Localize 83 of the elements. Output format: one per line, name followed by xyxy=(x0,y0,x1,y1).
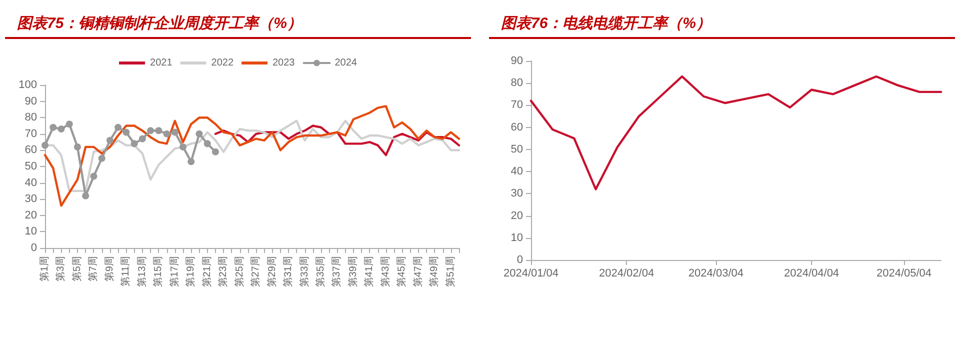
point xyxy=(130,140,138,148)
y-tick-label: 60 xyxy=(24,144,37,156)
y-tick-label: 50 xyxy=(24,160,37,172)
y-tick-label: 60 xyxy=(510,121,523,134)
chart-title: 图表76：电线电缆开工率（%） xyxy=(489,0,955,39)
x-tick-label: 第1周 xyxy=(38,256,50,282)
legend-label: 2021 xyxy=(150,58,173,68)
point xyxy=(50,124,57,131)
x-tick-label: 第31周 xyxy=(282,256,294,288)
point xyxy=(98,154,106,162)
point xyxy=(188,158,195,166)
x-tick-label: 第17周 xyxy=(168,256,180,288)
x-tick-label: 第51周 xyxy=(444,256,456,288)
x-tick-label: 第47周 xyxy=(412,256,424,288)
y-tick-label: 80 xyxy=(24,112,37,124)
x-tick-label: 第3周 xyxy=(54,256,67,282)
point xyxy=(42,142,48,149)
legend-label: 2023 xyxy=(272,58,296,68)
y-tick-label: 10 xyxy=(510,232,523,244)
legend-label: 2022 xyxy=(211,58,234,68)
x-tick-label: 第11周 xyxy=(120,256,132,286)
point xyxy=(122,128,130,136)
y-tick-label: 40 xyxy=(510,166,523,178)
point xyxy=(66,120,73,128)
point xyxy=(82,192,90,200)
point xyxy=(106,136,114,144)
x-tick-label: 第35周 xyxy=(314,256,326,288)
point xyxy=(147,127,154,134)
x-tick-label: 第37周 xyxy=(330,256,343,288)
x-tick-label: 第19周 xyxy=(184,256,197,288)
y-tick-label: 30 xyxy=(24,193,37,206)
x-tick-label: 第7周 xyxy=(87,256,100,282)
y-tick-label: 70 xyxy=(510,99,523,112)
point xyxy=(163,130,170,138)
x-tick-label: 2024/02/04 xyxy=(599,268,654,280)
line-series xyxy=(44,105,460,207)
y-tick-label: 50 xyxy=(510,143,523,156)
point xyxy=(204,140,211,148)
point xyxy=(90,172,98,180)
point xyxy=(138,135,146,142)
x-tick-label: 第15周 xyxy=(152,256,164,288)
y-tick-label: 90 xyxy=(510,55,523,67)
point xyxy=(58,126,65,133)
y-tick-label: 100 xyxy=(18,79,37,91)
x-tick-label: 第39周 xyxy=(346,256,359,288)
x-tick-label: 第43周 xyxy=(379,256,392,288)
point xyxy=(212,148,219,156)
x-tick-label: 第49周 xyxy=(428,256,440,288)
point xyxy=(171,128,178,136)
x-tick-label: 2024/05/04 xyxy=(876,268,932,280)
y-tick-label: 0 xyxy=(30,242,37,254)
y-tick-label: 80 xyxy=(510,77,523,90)
point xyxy=(155,127,162,134)
x-tick-label: 第23周 xyxy=(217,256,230,288)
x-tick-label: 第5周 xyxy=(70,256,83,282)
y-tick-label: 20 xyxy=(24,209,37,222)
point xyxy=(180,143,186,150)
x-tick-label: 第21周 xyxy=(200,256,213,288)
x-tick-label: 第41周 xyxy=(363,256,376,288)
x-tick-label: 第45周 xyxy=(396,256,408,288)
x-tick-label: 第9周 xyxy=(103,256,116,282)
y-tick-label: 20 xyxy=(510,210,523,222)
x-tick-label: 第33周 xyxy=(298,256,310,288)
x-tick-label: 2024/04/04 xyxy=(784,268,840,280)
point xyxy=(196,130,203,138)
y-tick-label: 90 xyxy=(24,95,37,108)
x-tick-label: 第29周 xyxy=(266,256,278,288)
line-series xyxy=(530,75,942,190)
point xyxy=(74,143,81,150)
legend-label: 2024 xyxy=(334,58,358,68)
line-series xyxy=(214,124,460,156)
y-tick-label: 40 xyxy=(24,176,37,189)
y-tick-label: 0 xyxy=(516,254,523,266)
y-tick-label: 70 xyxy=(24,128,37,140)
point xyxy=(114,124,122,131)
x-tick-label: 第13周 xyxy=(136,256,148,288)
x-tick-label: 第27周 xyxy=(250,256,262,288)
chart-title: 图表75：铜精铜制杆企业周度开工率（%） xyxy=(5,0,471,39)
x-tick-label: 2024/01/04 xyxy=(503,268,559,280)
y-tick-label: 30 xyxy=(510,188,523,200)
y-tick-label: 10 xyxy=(24,226,37,238)
x-tick-label: 第25周 xyxy=(233,256,246,288)
x-tick-label: 2024/03/04 xyxy=(688,268,744,280)
